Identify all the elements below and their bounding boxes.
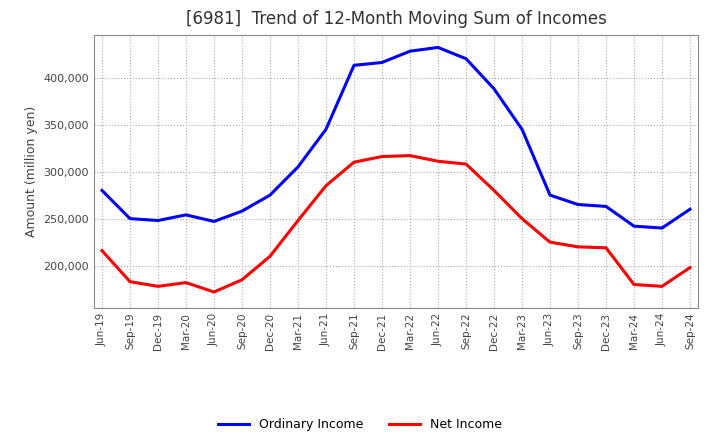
Net Income — [490, 188, 498, 193]
Ordinary Income — [657, 225, 666, 231]
Net Income — [126, 279, 135, 284]
Net Income — [98, 248, 107, 253]
Net Income — [630, 282, 639, 287]
Net Income — [378, 154, 387, 159]
Ordinary Income — [181, 212, 190, 217]
Net Income — [546, 239, 554, 245]
Net Income — [181, 280, 190, 285]
Ordinary Income — [630, 224, 639, 229]
Ordinary Income — [405, 48, 414, 54]
Legend: Ordinary Income, Net Income: Ordinary Income, Net Income — [213, 413, 507, 436]
Net Income — [657, 284, 666, 289]
Net Income — [433, 158, 442, 164]
Title: [6981]  Trend of 12-Month Moving Sum of Incomes: [6981] Trend of 12-Month Moving Sum of I… — [186, 10, 606, 28]
Ordinary Income — [238, 209, 246, 214]
Net Income — [153, 284, 162, 289]
Net Income — [210, 290, 218, 295]
Ordinary Income — [210, 219, 218, 224]
Net Income — [602, 245, 611, 250]
Y-axis label: Amount (million yen): Amount (million yen) — [24, 106, 37, 237]
Ordinary Income — [294, 164, 302, 169]
Line: Ordinary Income: Ordinary Income — [102, 48, 690, 228]
Ordinary Income — [518, 127, 526, 132]
Net Income — [518, 216, 526, 221]
Net Income — [294, 218, 302, 223]
Ordinary Income — [126, 216, 135, 221]
Net Income — [238, 277, 246, 282]
Net Income — [322, 183, 330, 188]
Net Income — [462, 161, 470, 167]
Ordinary Income — [266, 192, 274, 198]
Net Income — [350, 160, 359, 165]
Ordinary Income — [602, 204, 611, 209]
Ordinary Income — [322, 127, 330, 132]
Net Income — [266, 253, 274, 259]
Net Income — [685, 265, 694, 270]
Line: Net Income: Net Income — [102, 156, 690, 292]
Ordinary Income — [153, 218, 162, 223]
Net Income — [405, 153, 414, 158]
Ordinary Income — [378, 60, 387, 65]
Ordinary Income — [462, 56, 470, 61]
Ordinary Income — [685, 207, 694, 212]
Ordinary Income — [546, 192, 554, 198]
Net Income — [574, 244, 582, 249]
Ordinary Income — [433, 45, 442, 50]
Ordinary Income — [98, 188, 107, 193]
Ordinary Income — [490, 86, 498, 92]
Ordinary Income — [574, 202, 582, 207]
Ordinary Income — [350, 62, 359, 68]
